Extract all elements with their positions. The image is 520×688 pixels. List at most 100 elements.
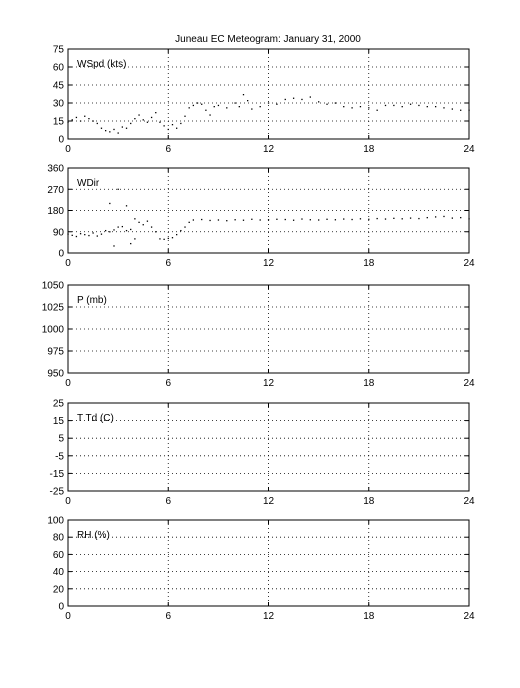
panel-2-data-point: [159, 238, 161, 240]
panel-2-data-point: [326, 218, 328, 220]
panel-2-data-point: [376, 217, 378, 220]
panel-2-data-point: [334, 219, 337, 221]
panel-1-xtick-label: 24: [463, 144, 475, 155]
panel-2-data-point: [351, 218, 353, 221]
panel-2-data-point: [226, 220, 228, 222]
panel-1-data-point: [326, 103, 328, 105]
panel-1-data-point: [96, 122, 98, 125]
panel-2-data-point: [460, 216, 462, 219]
panel-2-data-point: [443, 215, 445, 218]
panel-2-data-point: [109, 231, 111, 233]
panel-1-data-point: [184, 115, 186, 117]
panel-1-data-point: [171, 124, 174, 126]
panel-1-data-point: [205, 109, 207, 111]
panel-1-data-point: [359, 106, 362, 108]
panel-1-data-point: [451, 108, 453, 110]
panel-2-data-point: [163, 238, 165, 241]
panel-2-data-point: [100, 233, 103, 235]
panel-1-xtick-label: 6: [165, 144, 171, 155]
panel-2-data-point: [146, 220, 149, 222]
panel-3-ytick-label: 1000: [42, 325, 65, 336]
panel-1-data-point: [146, 121, 149, 123]
panel-5-label: RH (%): [77, 530, 110, 541]
panel-4-ytick-label: -5: [55, 451, 64, 462]
panel-1-data-point: [150, 116, 153, 119]
panel-5-xtick-label: 12: [263, 611, 275, 622]
panel-2-data-point: [117, 188, 119, 190]
panel-1-data-point: [121, 126, 124, 128]
panel-2-data-point: [79, 233, 82, 235]
panel-5-frame: [67, 519, 470, 607]
panel-2-data-point: [384, 218, 387, 220]
panel-1-data-point: [334, 102, 337, 104]
panel-2-data-point: [284, 218, 286, 221]
panel-1-xtick-label: 0: [65, 144, 71, 155]
panel-1-data-point: [138, 114, 140, 116]
panel-2-data-point: [88, 234, 90, 237]
panel-1-data-point: [104, 130, 107, 132]
panel-2-data-point: [267, 219, 270, 221]
panel-2-data-point: [92, 232, 94, 234]
panel-2-data-point: [117, 226, 119, 228]
panel-5-ytick-label: 80: [53, 533, 65, 544]
panel-2-data-point: [121, 225, 124, 228]
panel-1-data-point: [117, 132, 119, 134]
panel-2-data-point: [84, 233, 86, 236]
panel-1-ytick-label: 60: [53, 63, 65, 74]
panel-1-data-point: [351, 107, 353, 109]
panel-1-data-point: [142, 119, 144, 121]
panel-1-data-point: [75, 116, 78, 119]
panel-2-data-point: [434, 216, 437, 218]
panel-1-data-point: [226, 107, 228, 109]
panel-1-data-point: [238, 106, 240, 108]
panel-2-data-point: [217, 219, 220, 221]
panel-1-data-point: [125, 127, 128, 129]
panel-2-data-point: [209, 219, 211, 222]
panel-4-xtick-label: 6: [165, 496, 171, 507]
panel-4-ytick-label: 15: [53, 416, 65, 427]
panel-1-data-point: [376, 109, 378, 111]
panel-2-data-point: [359, 218, 362, 220]
panel-5-ytick-label: 20: [53, 584, 65, 595]
panel-2-data-point: [134, 238, 136, 240]
panel-2-data-point: [309, 219, 311, 221]
panel-2-ytick-label: 360: [47, 164, 64, 175]
panel-3-xtick-label: 18: [363, 378, 375, 389]
panel-2-data-point: [75, 235, 78, 238]
panel-3-ytick-label: 1050: [42, 281, 65, 292]
panel-1-data-point: [67, 121, 69, 123]
panel-1-data-point: [309, 96, 311, 98]
panel-1-data-point: [79, 120, 82, 122]
panel-2-data-point: [155, 231, 157, 233]
panel-1-data-point: [259, 106, 261, 108]
panel-1-data-point: [188, 107, 190, 109]
panel-2-data-point: [251, 218, 253, 220]
panel-2-xtick-label: 6: [165, 258, 171, 269]
panel-2-ytick-label: 90: [53, 227, 65, 238]
panel-2-data-point: [109, 202, 111, 205]
panel-2-xtick-label: 12: [263, 258, 275, 269]
panel-2-data-point: [259, 219, 261, 221]
panel-1-data-point: [292, 97, 295, 99]
panel-2-data-point: [67, 233, 69, 235]
panel-2-data-point: [393, 217, 395, 219]
panel-3-ytick-label: 975: [47, 347, 64, 358]
panel-2-data-point: [96, 235, 98, 237]
panel-1-data-point: [84, 115, 86, 117]
panel-2-data-point: [201, 218, 203, 221]
panel-5-xtick-label: 0: [65, 611, 71, 622]
panel-2-data-point: [184, 226, 186, 228]
panel-4-ytick-label: 25: [53, 399, 65, 410]
panel-2-data-point: [242, 219, 245, 221]
panel-3-label: P (mb): [77, 295, 107, 306]
panel-2-data-point: [318, 219, 320, 221]
panel-5-xtick-label: 18: [363, 611, 375, 622]
panel-2-data-point: [180, 229, 182, 232]
panel-2-data-point: [113, 245, 115, 247]
panel-3-ytick-label: 950: [47, 369, 64, 380]
panel-4-label: T Td (C): [77, 413, 114, 424]
panel-2-data-point: [134, 218, 136, 220]
panel-5-ytick-label: 100: [47, 516, 64, 527]
panel-2-data-point: [276, 218, 278, 220]
panel-2-data-point: [426, 216, 428, 219]
